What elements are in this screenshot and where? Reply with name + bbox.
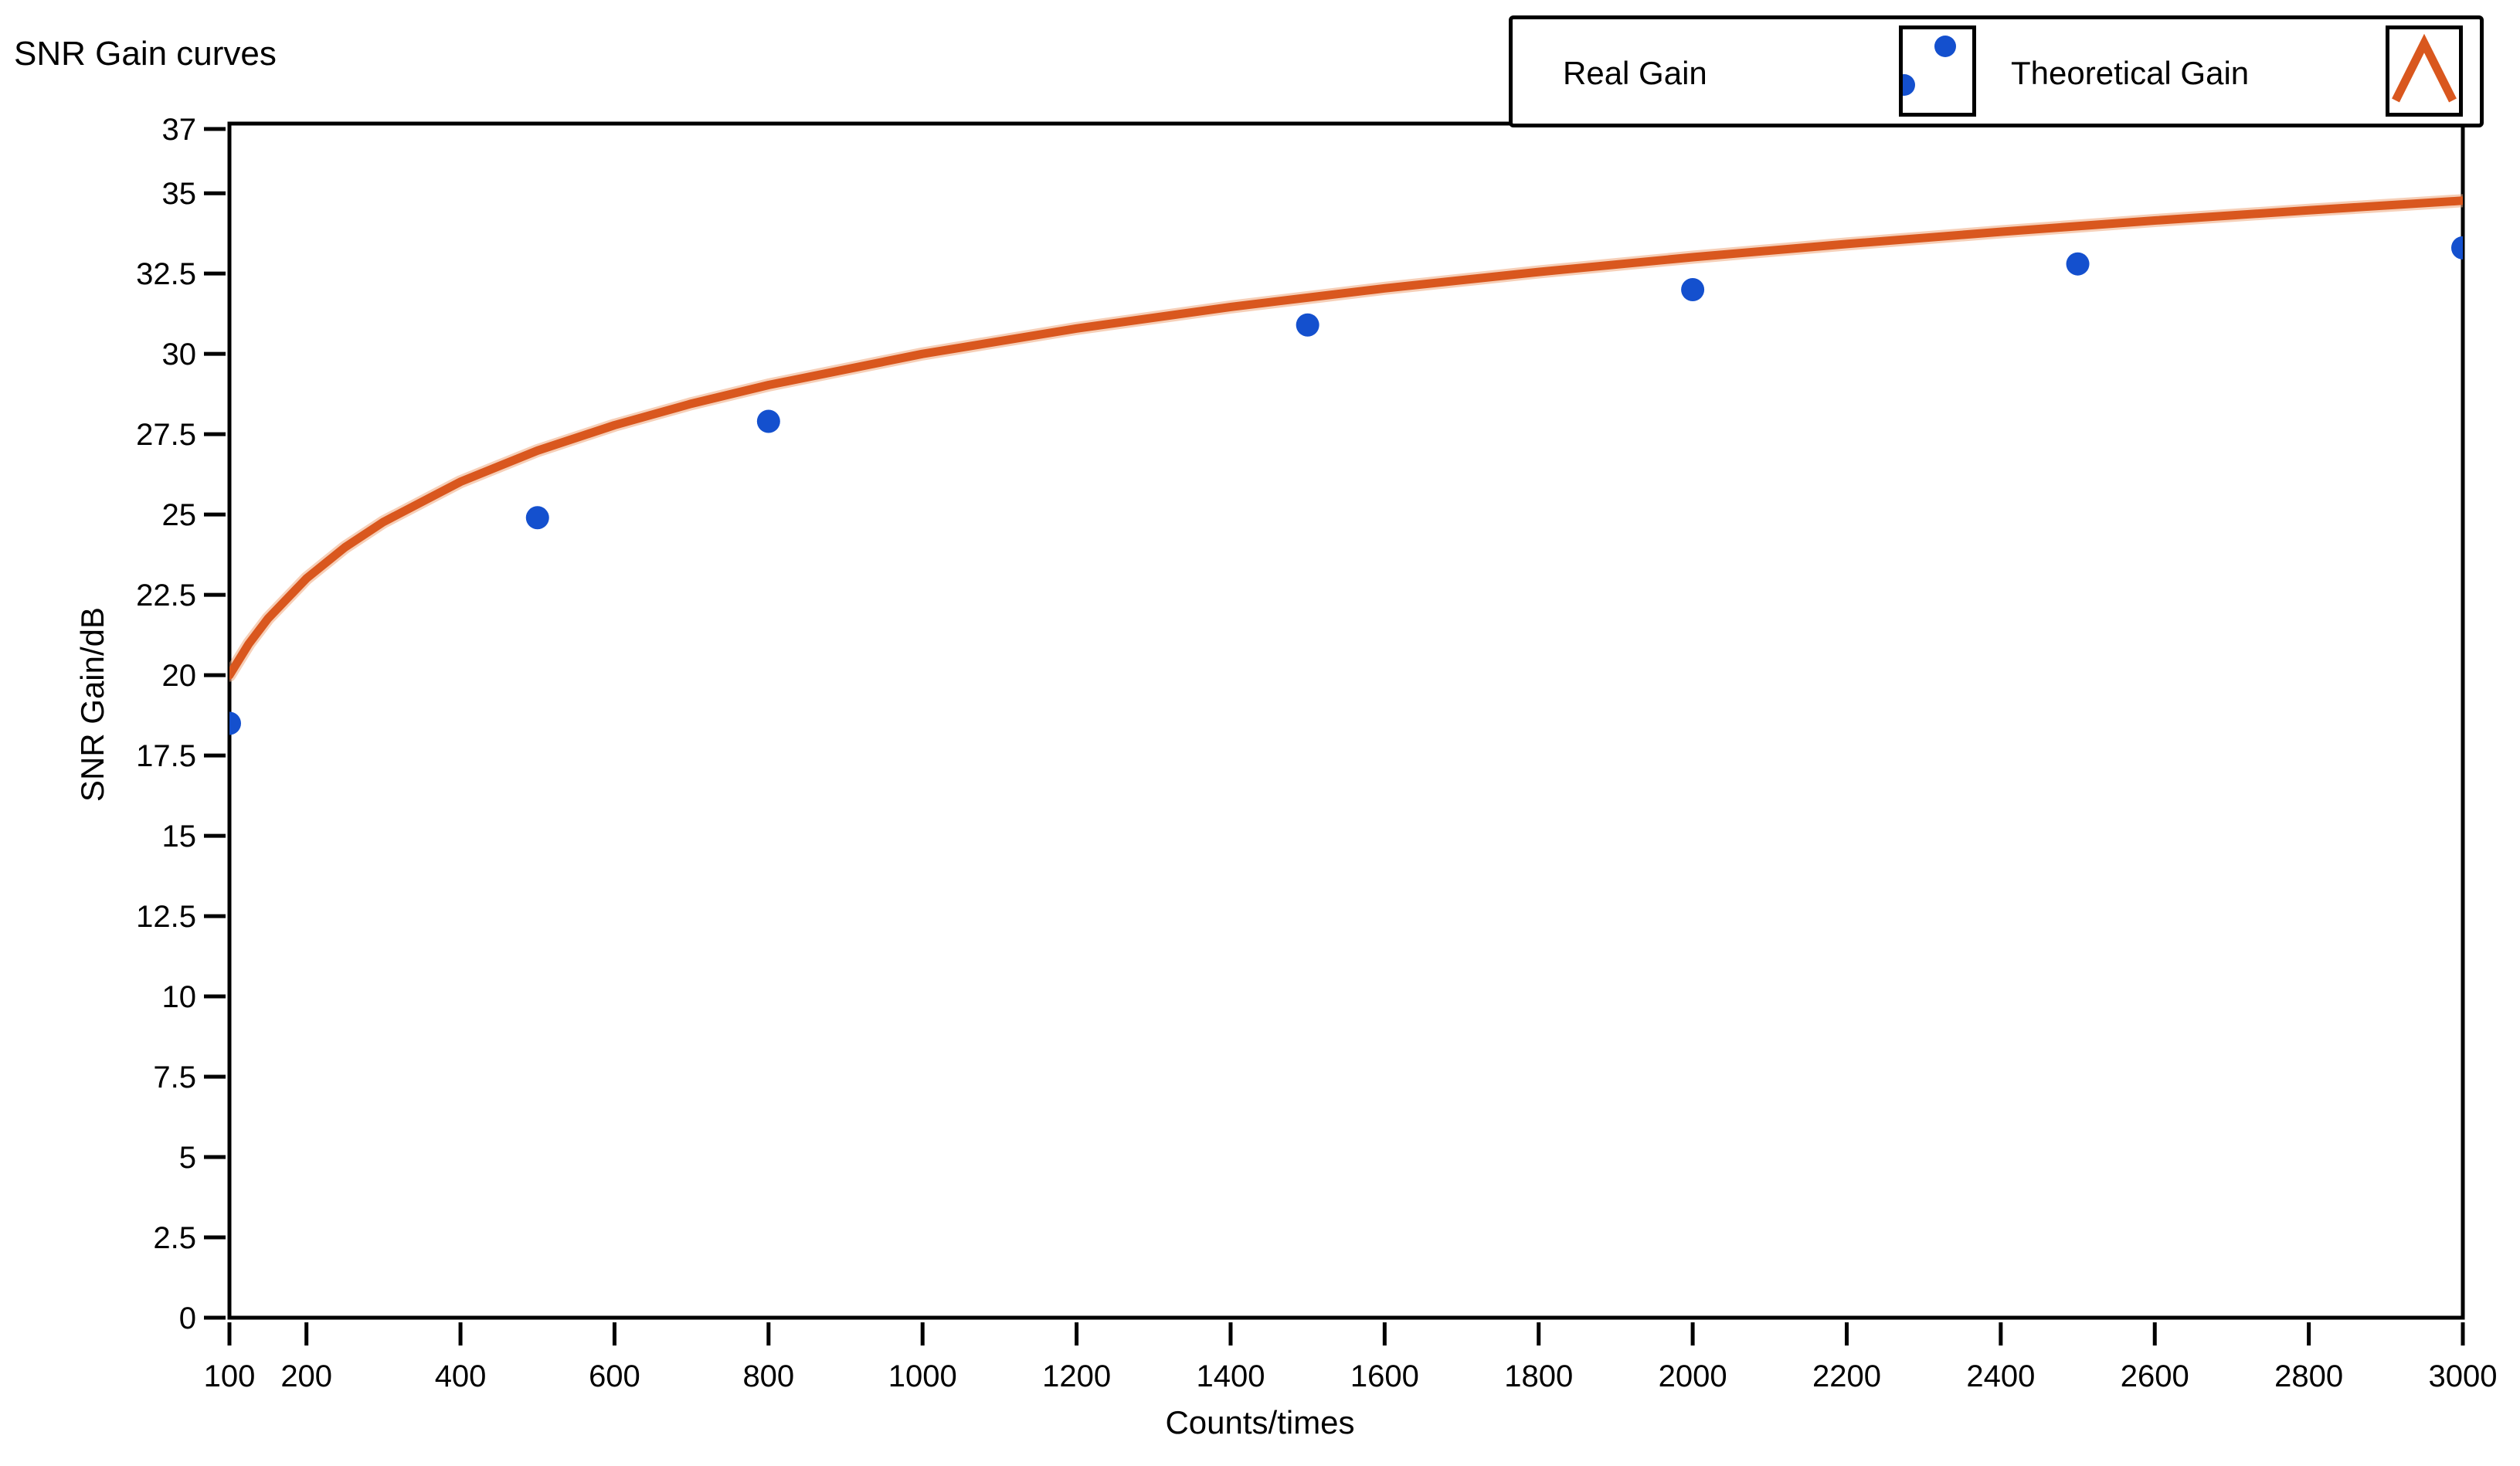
y-tick-label: 37 xyxy=(162,113,197,147)
y-tick-label: 0 xyxy=(179,1301,196,1335)
real-gain-point xyxy=(2451,236,2463,260)
y-tick-label: 17.5 xyxy=(136,739,196,773)
x-tick-label: 1000 xyxy=(888,1359,957,1393)
scatter-glyph-icon[interactable] xyxy=(1899,25,1976,117)
x-tick-label: 2000 xyxy=(1659,1359,1727,1393)
real-gain-point xyxy=(1296,313,1319,337)
y-axis-ticks: 37 35 32.5 30 27.5 25 22.5 20 17.5 15 12.5 10 7.5 5 2.… xyxy=(136,113,226,1335)
y-tick-label: 15 xyxy=(162,820,197,853)
line-glyph-icon[interactable] xyxy=(2386,25,2463,117)
y-tick-label: 2.5 xyxy=(153,1221,196,1255)
y-tick-label: 12.5 xyxy=(136,900,196,934)
y-tick-label: 5 xyxy=(179,1141,196,1175)
x-axis-title: Counts/times xyxy=(1165,1404,1355,1441)
y-tick-label: 20 xyxy=(162,659,197,693)
y-tick-label: 7.5 xyxy=(153,1060,196,1094)
x-tick-label: 1400 xyxy=(1196,1359,1265,1393)
y-tick-label: 27.5 xyxy=(136,418,196,452)
x-tick-label: 3000 xyxy=(2429,1359,2498,1393)
x-tick-label: 1200 xyxy=(1042,1359,1111,1393)
real-gain-point xyxy=(756,409,780,433)
y-axis-title: SNR Gain/dB xyxy=(74,606,110,803)
real-gain-point xyxy=(2066,252,2090,276)
real-gain-point xyxy=(1681,277,1705,301)
x-tick-label: 400 xyxy=(435,1359,487,1393)
x-tick-label: 2400 xyxy=(1966,1359,2035,1393)
legend-label-real-gain: Real Gain xyxy=(1563,55,1707,91)
y-tick-label: 25 xyxy=(162,498,197,532)
legend-label-theoretical-gain: Theoretical Gain xyxy=(2011,55,2250,91)
y-tick-label: 35 xyxy=(162,177,197,211)
x-tick-label: 2200 xyxy=(1812,1359,1881,1393)
x-axis-ticks: 100 200 400 600 800 1000 1200 1400 1600 1800 2000 2… xyxy=(204,1322,2498,1393)
y-tick-label: 10 xyxy=(162,980,197,1014)
theoretical-gain-curve xyxy=(229,194,2463,682)
x-tick-label: 800 xyxy=(742,1359,794,1393)
plot-legend: Real Gain Theoretical Gain xyxy=(1509,15,2484,127)
chart-title: SNR Gain curves xyxy=(14,35,277,73)
x-tick-label: 2800 xyxy=(2274,1359,2343,1393)
y-tick-label: 22.5 xyxy=(136,579,196,613)
real-gain-point xyxy=(525,506,549,530)
plot-frame xyxy=(227,121,2465,1320)
real-gain-points xyxy=(229,236,2463,735)
x-tick-label: 600 xyxy=(589,1359,640,1393)
x-tick-label: 200 xyxy=(280,1359,332,1393)
x-tick-label: 2600 xyxy=(2121,1359,2189,1393)
y-tick-label: 32.5 xyxy=(136,257,196,291)
x-tick-label: 1600 xyxy=(1350,1359,1419,1393)
x-tick-label: 100 xyxy=(204,1359,256,1393)
x-tick-label: 1800 xyxy=(1504,1359,1573,1393)
real-gain-point xyxy=(229,711,241,735)
y-tick-label: 30 xyxy=(162,338,197,372)
